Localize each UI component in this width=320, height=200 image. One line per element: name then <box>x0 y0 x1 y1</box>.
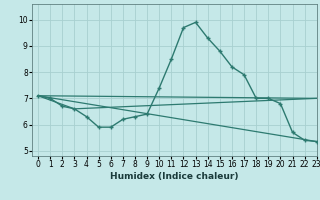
X-axis label: Humidex (Indice chaleur): Humidex (Indice chaleur) <box>110 172 239 181</box>
